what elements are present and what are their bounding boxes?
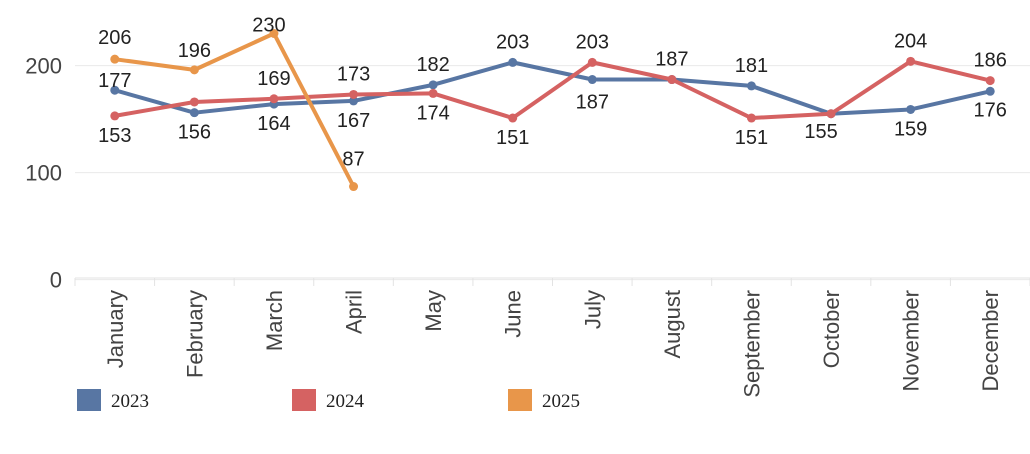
x-tick-label: February <box>182 290 207 378</box>
data-label: 153 <box>98 125 131 147</box>
series-2024-point <box>269 94 279 104</box>
series-2023-point <box>349 96 359 106</box>
series-2023-point <box>508 57 518 67</box>
data-label: 181 <box>735 55 768 77</box>
y-tick-label: 0 <box>50 268 62 293</box>
series-2025-point <box>349 182 359 192</box>
series-2024-point <box>428 88 438 98</box>
series-2024-point <box>985 76 995 86</box>
x-tick-label: August <box>660 290 685 359</box>
series-2024-point <box>667 75 677 85</box>
series-2024-point <box>906 56 916 66</box>
x-axis: January February March April May June July Augu… <box>74 277 1030 398</box>
x-tick-label: January <box>103 290 128 368</box>
legend-label-2025: 2025 <box>542 391 580 412</box>
series-2023-point <box>985 86 995 96</box>
data-label: 176 <box>974 99 1007 121</box>
x-tick-label: June <box>501 290 526 338</box>
series-2024-point <box>110 111 120 121</box>
series-2025-point <box>189 65 199 75</box>
y-tick-label: 200 <box>25 54 62 79</box>
data-label: 206 <box>98 27 131 49</box>
data-label: 155 <box>804 121 837 143</box>
x-tick-label: December <box>978 290 1003 391</box>
series-2023-point <box>189 108 199 118</box>
x-tick-label: November <box>899 290 924 391</box>
series-2024-line <box>112 59 993 121</box>
series-2024-point <box>189 97 199 107</box>
data-label: 204 <box>894 30 927 52</box>
legend-swatch-2025 <box>508 389 532 411</box>
y-axis: 0 100 200 <box>25 54 62 293</box>
series-2025-point <box>110 54 120 64</box>
data-label: 156 <box>178 122 211 144</box>
data-label: 87 <box>342 149 364 171</box>
y-tick-label: 100 <box>25 161 62 186</box>
data-label: 203 <box>496 31 529 53</box>
series-2023-point <box>587 75 597 85</box>
legend-label-2023: 2023 <box>111 391 149 412</box>
gridlines <box>75 65 1030 281</box>
series-2025-line <box>112 31 356 189</box>
data-label: 182 <box>416 54 449 76</box>
x-tick-label: October <box>819 290 844 368</box>
data-label: 203 <box>576 31 609 53</box>
series-2023-point <box>110 85 120 95</box>
x-tick-label: April <box>342 290 367 334</box>
x-tick-label: March <box>262 290 287 351</box>
data-label: 177 <box>98 70 131 92</box>
x-tick-label: September <box>739 290 764 398</box>
legend-label-2024: 2024 <box>326 391 365 412</box>
x-tick-label: May <box>421 290 446 332</box>
data-label: 187 <box>655 49 688 71</box>
series-2024-point <box>587 57 597 67</box>
x-tick-label: July <box>580 290 605 329</box>
series-2023-point <box>428 80 438 90</box>
series-2024-point <box>826 109 836 119</box>
data-label: 151 <box>735 127 768 149</box>
data-label: 174 <box>416 102 449 124</box>
data-label: 230 <box>252 15 285 37</box>
data-labels: 206 177 153 196 156 230 169 164 173 167 87 182 174 20… <box>98 15 1007 171</box>
series-2024-point <box>508 113 518 123</box>
series-lines <box>110 29 995 192</box>
data-label: 196 <box>178 40 211 62</box>
legend-swatch-2023 <box>77 389 101 411</box>
data-label: 159 <box>894 118 927 140</box>
series-2025-point <box>269 29 279 38</box>
legend: 2023 2024 2025 <box>77 389 580 412</box>
series-2023-point <box>906 104 916 114</box>
data-label: 173 <box>337 63 370 85</box>
legend-swatch-2024 <box>292 389 316 411</box>
series-2023-point <box>746 81 756 91</box>
data-label: 187 <box>576 92 609 114</box>
data-label: 151 <box>496 127 529 149</box>
data-label: 164 <box>257 113 290 135</box>
data-label: 167 <box>337 110 370 132</box>
data-label: 186 <box>974 50 1007 72</box>
series-2024-point <box>746 113 756 123</box>
data-label: 169 <box>257 68 290 90</box>
series-2024-point <box>349 89 359 99</box>
series-2023-line <box>112 60 993 116</box>
